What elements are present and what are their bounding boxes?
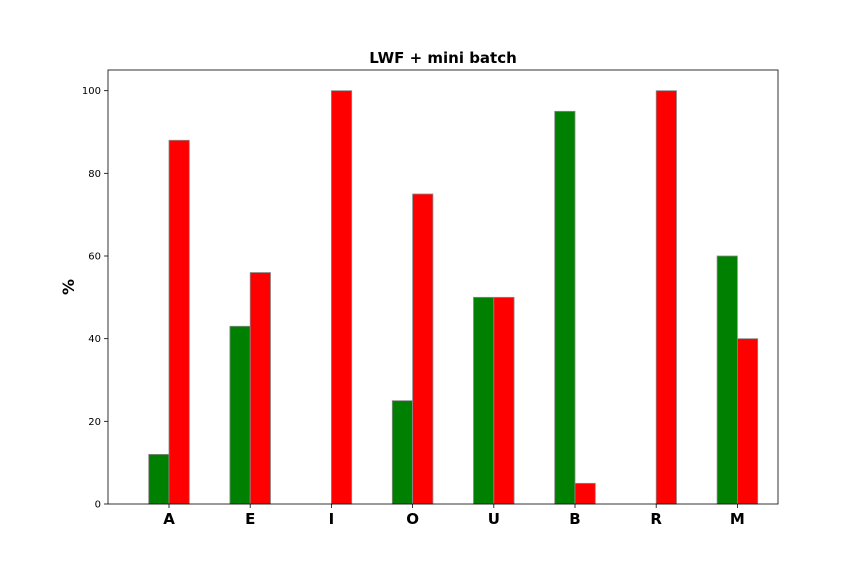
y-tick-label: 60: [88, 252, 101, 263]
bar-u-series-2: [493, 296, 515, 505]
x-tick-label: B: [569, 510, 580, 528]
plot-frame: [107, 69, 779, 505]
bar-o-series-2: [412, 193, 434, 505]
x-tick-label: I: [329, 510, 335, 528]
x-tick-label: U: [488, 510, 500, 528]
x-tick-label: R: [650, 510, 662, 528]
bar-b-series-1: [554, 110, 576, 505]
bar-m-series-2: [737, 338, 759, 505]
x-tick-label: E: [245, 510, 255, 528]
x-tick-label: O: [406, 510, 419, 528]
bars-group: [148, 90, 759, 505]
bar-b-series-2: [574, 482, 596, 505]
y-tick-label: 0: [95, 500, 101, 511]
y-tick-label: 20: [88, 417, 101, 428]
bar-m-series-1: [716, 255, 738, 505]
bar-e-series-1: [229, 325, 251, 505]
bar-a-series-2: [168, 139, 190, 505]
y-tick-label: 40: [88, 334, 101, 345]
bar-i-series-2: [330, 90, 353, 505]
y-tick-label: 100: [82, 86, 101, 97]
bar-a-series-1: [148, 453, 170, 505]
x-tick-label: M: [730, 510, 745, 528]
y-ticks-group: 0 20 40 60 80 100: [82, 86, 108, 511]
y-axis-label: %: [59, 279, 78, 295]
x-tick-label: A: [163, 510, 175, 528]
bar-o-series-1: [391, 400, 413, 505]
bar-r-series-2: [655, 90, 677, 505]
bar-u-series-1: [473, 296, 495, 505]
bar-e-series-2: [249, 272, 271, 505]
chart-title: LWF + mini batch: [369, 49, 517, 67]
y-tick-label: 80: [88, 169, 101, 180]
